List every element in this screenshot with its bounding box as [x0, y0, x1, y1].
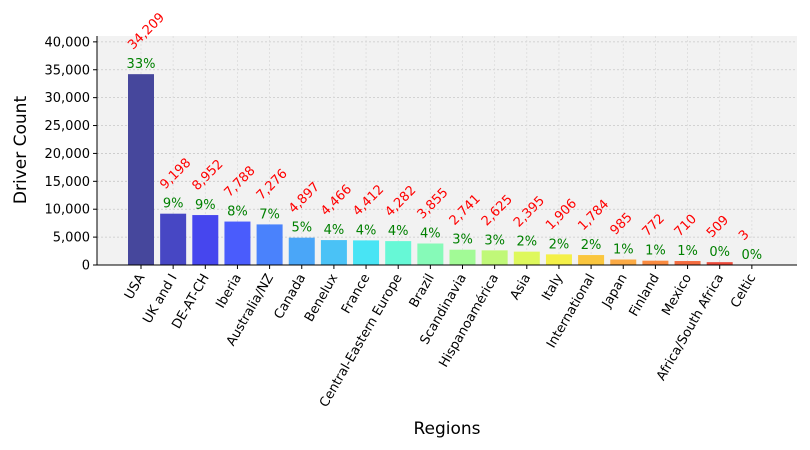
bar-scandinavia: [449, 249, 476, 265]
percent-label: 9%: [195, 198, 216, 213]
percent-label: 1%: [645, 244, 666, 259]
percent-label: 0%: [709, 245, 730, 260]
x-tick-label: Hispanoamérica: [436, 272, 502, 371]
percent-label: 9%: [163, 197, 184, 212]
percent-label: 1%: [613, 243, 634, 258]
percent-label: 2%: [581, 238, 602, 253]
bar-japan: [610, 259, 637, 265]
y-tick-label: 30,000: [45, 91, 91, 106]
percent-label: 3%: [452, 233, 473, 248]
percent-label: 7%: [259, 207, 280, 222]
percent-label: 2%: [516, 235, 537, 250]
y-tick-label: 25,000: [45, 119, 91, 134]
y-tick-label: 40,000: [45, 35, 91, 50]
x-tick-label: Mexico: [659, 271, 695, 318]
bar-hispanoam-rica: [481, 250, 508, 265]
percent-label: 4%: [356, 223, 377, 238]
x-tick-label: Celtic: [728, 272, 759, 311]
percent-label: 5%: [291, 221, 312, 236]
x-tick-label: Africa/South Africa: [654, 272, 727, 384]
bar-brazil: [417, 243, 444, 265]
bar-mexico: [674, 261, 701, 265]
percent-label: 4%: [420, 226, 441, 241]
bar-italy: [545, 254, 572, 265]
bar-australia-nz: [256, 224, 283, 265]
percent-label: 4%: [388, 224, 409, 239]
x-tick-label: France: [339, 272, 374, 317]
percent-label: 0%: [742, 248, 763, 263]
y-tick-label: 35,000: [45, 63, 91, 78]
x-tick-label: Asia: [508, 272, 535, 303]
bar-benelux: [320, 240, 347, 265]
bar-africa-south-africa: [706, 262, 733, 265]
bar-international: [578, 255, 605, 265]
bar-asia: [513, 251, 540, 265]
x-tick-label: Finland: [627, 272, 663, 320]
percent-label: 3%: [484, 233, 505, 248]
y-tick-label: 0: [82, 259, 90, 274]
y-tick-label: 20,000: [45, 147, 91, 162]
x-tick-label: Brazil: [407, 272, 438, 311]
x-axis-label: Regions: [413, 419, 480, 439]
percent-label: 33%: [127, 57, 156, 72]
x-tick-label: Italy: [539, 271, 566, 303]
bar-central-eastern-europe: [385, 241, 412, 265]
x-tick-label: Iberia: [213, 272, 244, 312]
y-tick-label: 10,000: [45, 203, 91, 218]
bar-finland: [642, 260, 669, 265]
percent-label: 4%: [324, 223, 345, 238]
percent-label: 8%: [227, 205, 248, 220]
bar-canada: [288, 237, 315, 265]
x-tick-label: USA: [122, 271, 148, 302]
bar-iberia: [224, 221, 251, 265]
percent-label: 1%: [677, 244, 698, 259]
bar-de-at-ch: [192, 215, 219, 265]
y-axis-label: Driver Count: [11, 96, 31, 205]
percent-label: 2%: [549, 237, 570, 252]
bar-uk-and-i: [160, 213, 187, 265]
y-tick-label: 15,000: [45, 175, 91, 190]
y-tick-label: 5,000: [53, 231, 90, 246]
bar-france: [353, 240, 380, 265]
bar-usa: [128, 74, 154, 265]
x-tick-label: Japan: [599, 272, 631, 312]
